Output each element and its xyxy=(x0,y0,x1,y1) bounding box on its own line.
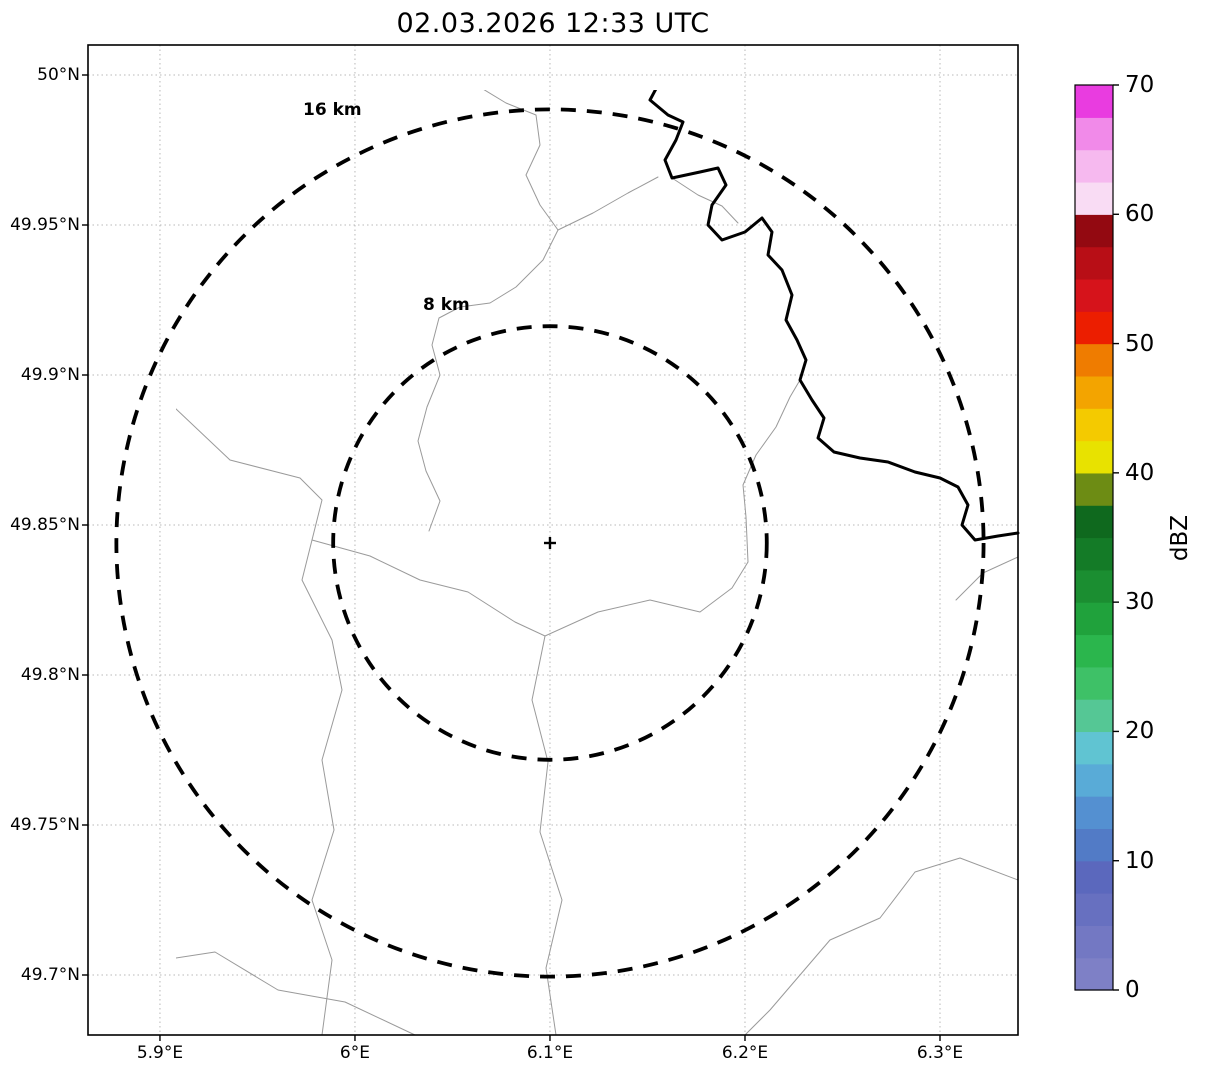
y-tick-label: 49.9°N xyxy=(20,365,80,385)
colorbar-cell xyxy=(1075,85,1113,118)
colorbar-outline xyxy=(1074,84,1114,991)
colorbar-cell xyxy=(1075,828,1113,862)
colorbar-tick-label: 10 xyxy=(1125,847,1155,874)
border-line xyxy=(311,539,749,637)
colorbar-cell xyxy=(1075,472,1113,506)
colorbar-tick-label: 30 xyxy=(1125,589,1155,616)
colorbar-cell xyxy=(1075,214,1113,248)
colorbar-cell xyxy=(1075,149,1113,183)
river-line xyxy=(648,90,1020,542)
colorbar-cell xyxy=(1075,957,1113,991)
range-ring-label-16km: 16 km xyxy=(303,100,362,120)
border-line xyxy=(557,176,659,231)
colorbar-cell xyxy=(1075,860,1113,894)
colorbar-cell xyxy=(1075,699,1113,733)
colorbar-cell xyxy=(1075,569,1113,603)
gridlines xyxy=(88,45,1018,1035)
colorbar-cell xyxy=(1075,278,1113,312)
x-tick-label: 5.9°E xyxy=(136,1043,184,1063)
border-line xyxy=(176,408,343,1036)
plot-frame xyxy=(87,44,1019,1036)
border-line xyxy=(417,90,559,532)
colorbar-cell xyxy=(1075,731,1113,765)
x-tick-label: 6°E xyxy=(339,1043,370,1063)
colorbar-tick-label: 70 xyxy=(1125,72,1155,98)
colorbar-cell xyxy=(1075,505,1113,539)
y-tick-label: 49.8°N xyxy=(20,665,80,685)
colorbar-cell xyxy=(1075,181,1113,215)
y-tick-label: 49.7°N xyxy=(20,965,80,985)
range-rings xyxy=(114,107,986,979)
colorbar-tick-label: 60 xyxy=(1125,201,1155,228)
map-boundary-lines xyxy=(88,75,1020,1036)
range-ring-8km xyxy=(331,324,769,762)
border-line xyxy=(671,177,739,224)
colorbar-cell xyxy=(1075,117,1113,151)
border-line xyxy=(742,379,801,563)
colorbar-tick-label: 20 xyxy=(1125,718,1155,745)
border-line xyxy=(176,951,416,1036)
colorbar-cell xyxy=(1075,763,1113,797)
y-tick-label: 49.95°N xyxy=(10,215,80,235)
colorbar-cell xyxy=(1075,602,1113,636)
x-tick-label: 6.1°E xyxy=(526,1043,574,1063)
colorbar-tick-label: 40 xyxy=(1125,459,1155,486)
colorbar-cell xyxy=(1075,440,1113,474)
colorbar-cells xyxy=(1075,85,1113,991)
axis-ticks xyxy=(82,74,941,1041)
y-tick-label: 50°N xyxy=(37,65,80,85)
border-line xyxy=(744,857,1019,1036)
range-ring-label-8km: 8 km xyxy=(423,295,470,315)
colorbar-cell xyxy=(1075,375,1113,409)
colorbar-ticks xyxy=(1113,84,1119,991)
colorbar-tick-label: 50 xyxy=(1125,330,1155,357)
colorbar-cell xyxy=(1075,537,1113,571)
colorbar-cell xyxy=(1075,343,1113,377)
colorbar-cell xyxy=(1075,893,1113,926)
colorbar-cell xyxy=(1075,246,1113,280)
colorbar-cell xyxy=(1075,666,1113,700)
figure-title: 02.03.2026 12:33 UTC xyxy=(396,8,710,39)
x-tick-label: 6.3°E xyxy=(916,1043,964,1063)
colorbar-cell xyxy=(1075,796,1113,829)
colorbar-cell xyxy=(1075,925,1113,959)
border-line xyxy=(955,556,1019,601)
colorbar-tick-label: 0 xyxy=(1125,977,1140,1003)
colorbar-cell xyxy=(1075,311,1113,345)
border-line xyxy=(531,635,563,1036)
y-tick-label: 49.75°N xyxy=(10,815,80,835)
y-tick-label: 49.85°N xyxy=(10,515,80,535)
border-line xyxy=(88,75,144,87)
river-line xyxy=(88,888,133,1035)
range-ring-16km xyxy=(114,107,986,979)
colorbar-axis-label: dBZ xyxy=(1167,514,1193,562)
colorbar-cell xyxy=(1075,634,1113,668)
x-tick-label: 6.2°E xyxy=(721,1043,769,1063)
colorbar-cell xyxy=(1075,408,1113,442)
